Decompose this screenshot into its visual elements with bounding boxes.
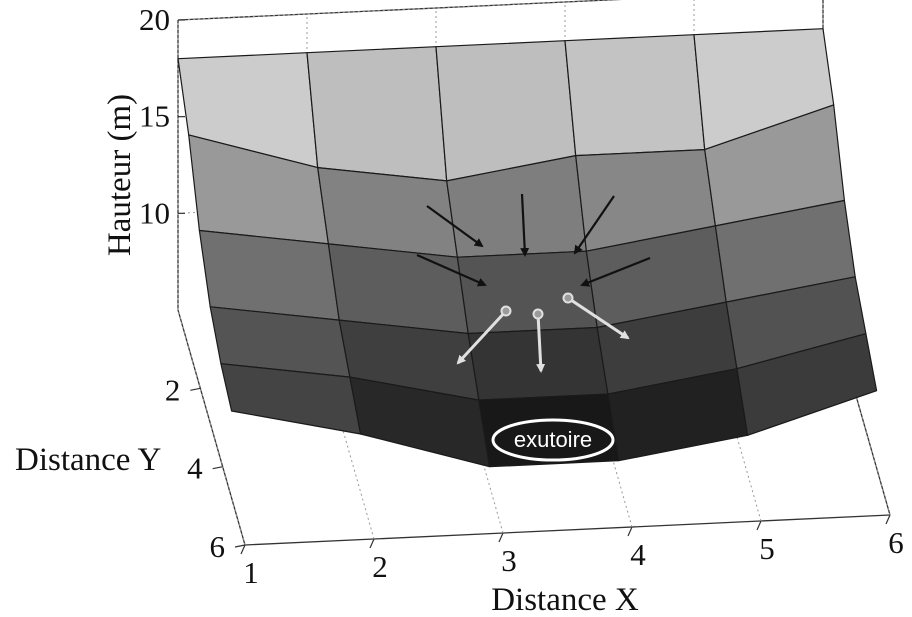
outlet-label: exutoire: [514, 427, 592, 452]
surface-face: [198, 229, 340, 321]
surface-face: [456, 250, 598, 335]
z-axis-label: Hauteur (m): [102, 94, 138, 256]
grid-line: [435, 297, 504, 534]
grid-line: [177, 309, 246, 546]
x-axis-label: Distance X: [491, 582, 639, 617]
x-tick-mark: [369, 538, 375, 549]
surface-face: [327, 243, 469, 335]
surface: [177, 28, 878, 468]
x-tick-label: 2: [372, 549, 388, 584]
y-tick-label: 6: [210, 529, 226, 564]
x-tick-mark: [756, 520, 762, 531]
outflow-arrow: [567, 296, 630, 340]
x-tick-mark: [240, 544, 246, 555]
back-top-edge: [177, 0, 622, 21]
x-tick-label: 5: [759, 531, 775, 566]
grid-line: [564, 291, 633, 528]
surface-face: [736, 333, 878, 436]
y-tick-label: 4: [187, 451, 203, 486]
grid-line: [693, 285, 762, 522]
outflow-arrow: [456, 309, 508, 365]
inflow-arrow: [426, 205, 484, 248]
outflow-source-dot: [562, 292, 574, 304]
floor-front-edge: [244, 514, 891, 546]
grid-line: [306, 303, 375, 540]
x-tick-mark: [627, 526, 633, 537]
inflow-arrow: [520, 193, 530, 257]
z-tick-label: 20: [139, 2, 170, 37]
inflow-arrow: [573, 195, 615, 255]
y-tick-label: 2: [165, 372, 181, 407]
x-tick-label: 1: [243, 555, 259, 590]
x-tick-label: 3: [501, 543, 517, 578]
grid-line: [177, 0, 619, 21]
y-tick-mark: [212, 466, 223, 470]
outflow-source-dot: [532, 308, 544, 320]
z-tick-label: 10: [139, 195, 170, 230]
outflow-arrow: [536, 313, 546, 373]
x-tick-mark: [498, 532, 504, 543]
x-tick-label: 6: [888, 525, 904, 560]
x-tick-mark: [885, 514, 891, 525]
x-tick-label: 4: [630, 537, 646, 572]
surface-face: [564, 34, 706, 157]
y-tick-mark: [190, 387, 201, 391]
z-tick-label: 15: [139, 99, 170, 134]
inflow-arrow: [416, 253, 487, 287]
y-tick-mark: [234, 544, 246, 548]
flow-arrows: [416, 193, 651, 373]
outlet-marker: [491, 418, 615, 462]
inflow-arrow: [580, 256, 651, 287]
grid-line: [822, 279, 891, 516]
tick-labels: 1 2 3 4 5 6 2 4 6 10 15 20: [139, 2, 904, 590]
y-axis-label: Distance Y: [15, 442, 161, 478]
surface-face: [306, 46, 448, 182]
outflow-source-dot: [500, 305, 512, 317]
